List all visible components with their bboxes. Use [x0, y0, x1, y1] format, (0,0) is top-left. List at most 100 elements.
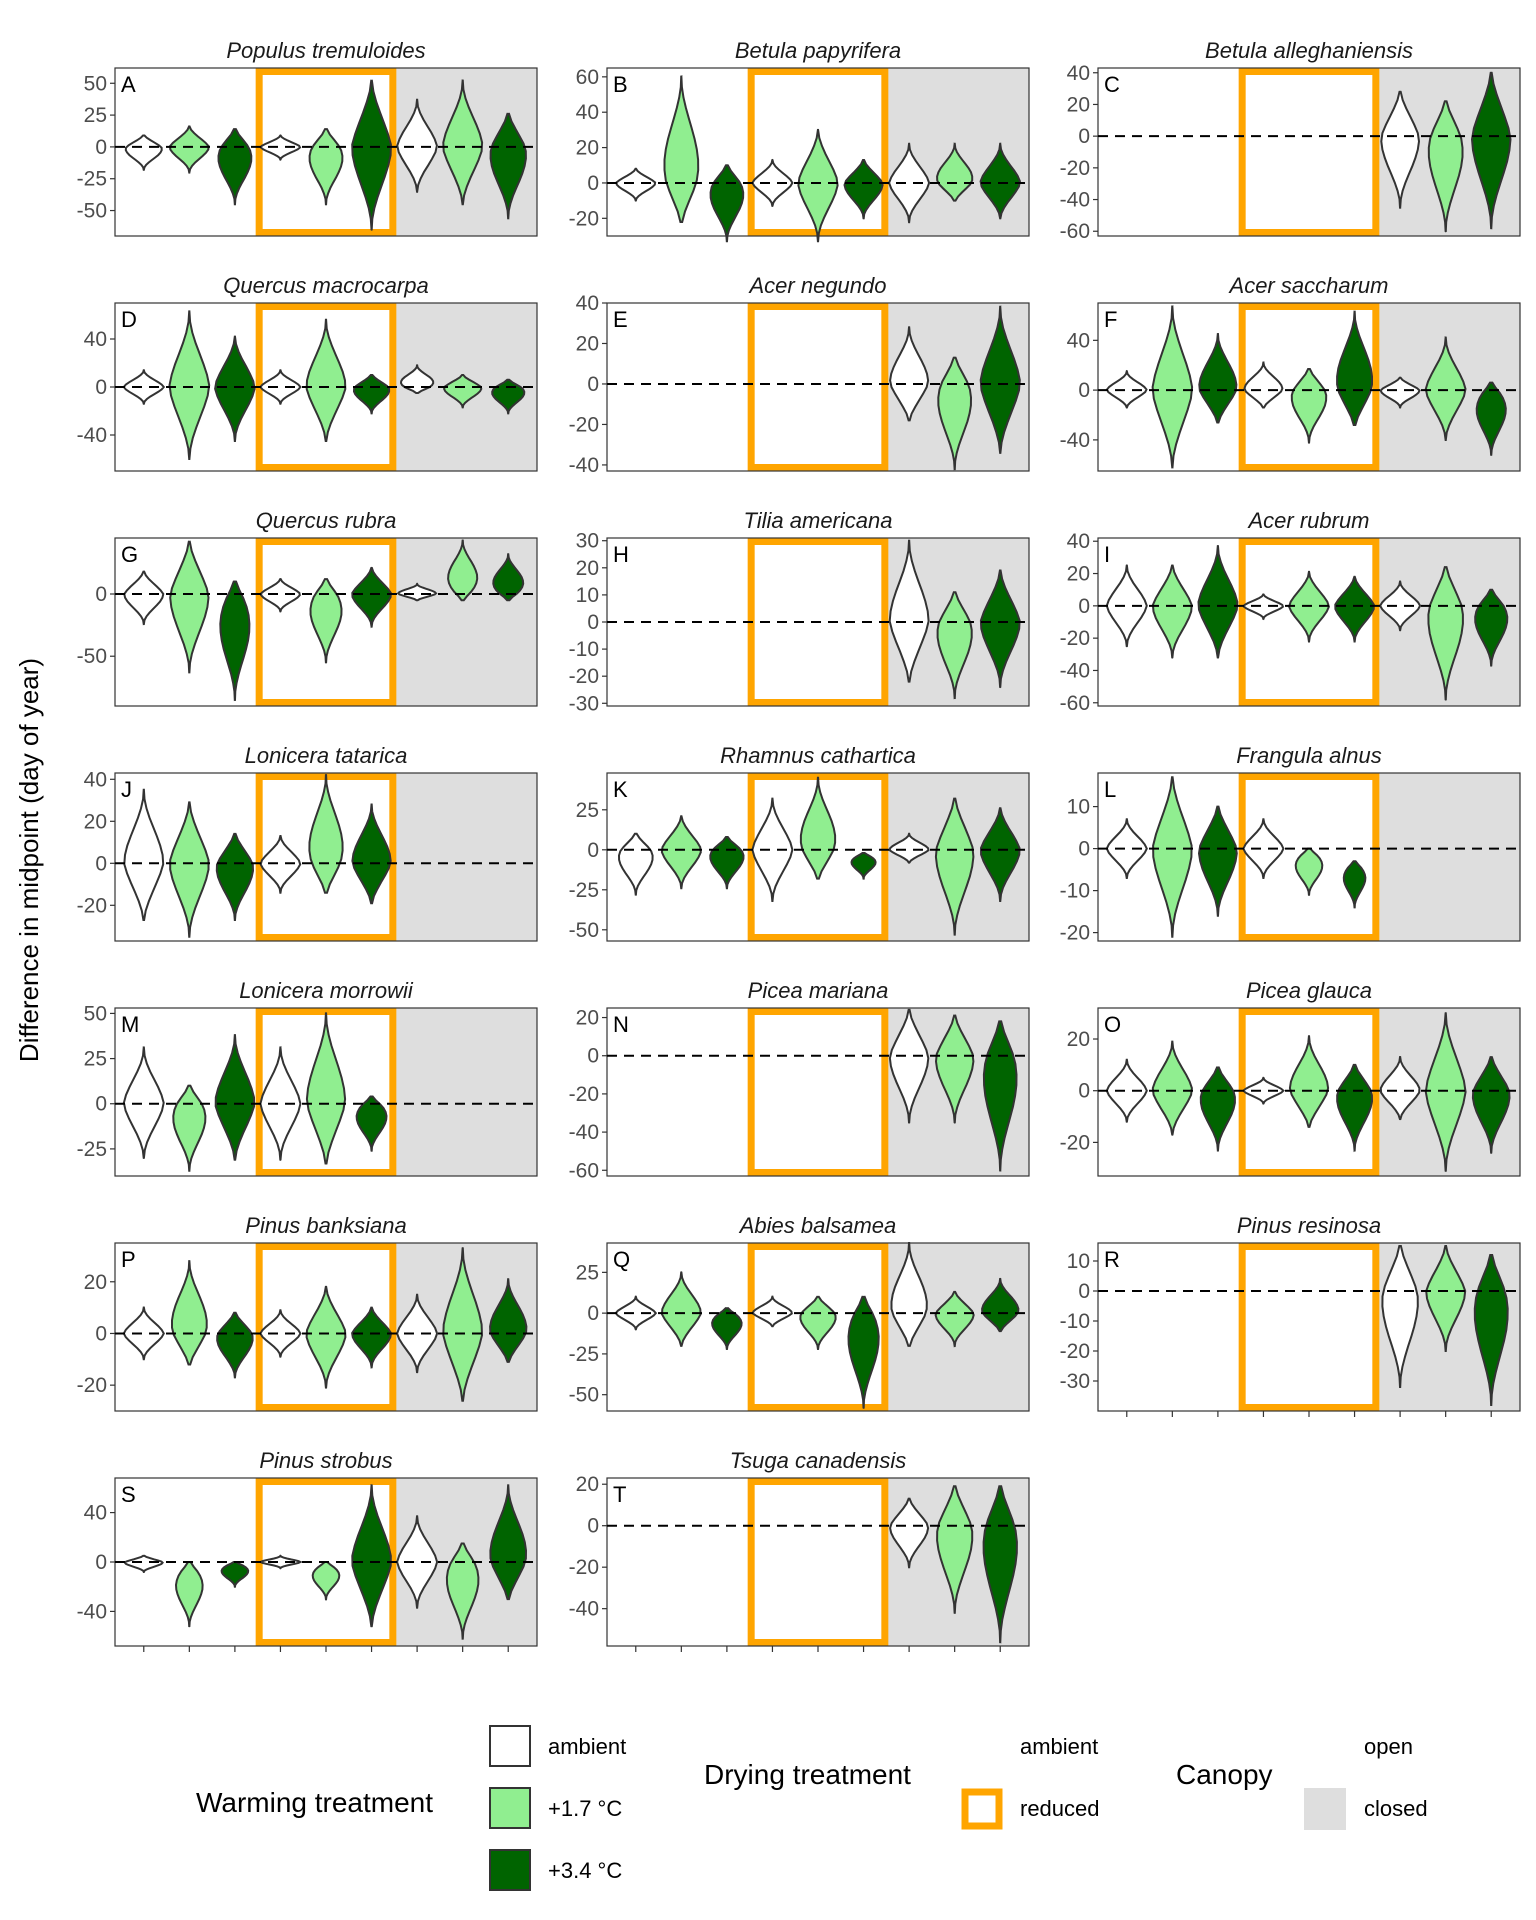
violin-P-5 [305, 1285, 347, 1389]
y-tick-label: -40 [569, 454, 599, 477]
violin-I-9 [1474, 588, 1509, 667]
violin-I-2 [1151, 564, 1193, 659]
y-tick-label: -50 [77, 645, 107, 668]
panel-N: 20 0 -20 -40 -60 Picea mariana N [569, 978, 1030, 1182]
panel-J: 40 20 0 -20 Lonicera tatarica J [77, 743, 538, 942]
panel-letter: T [613, 1482, 626, 1507]
violin-P-6 [351, 1306, 393, 1369]
y-tick-label: -50 [569, 919, 599, 942]
violin-N-7 [888, 1008, 930, 1124]
violin-G-5 [309, 578, 343, 664]
panel-title: Rhamnus cathartica [720, 743, 916, 768]
y-tick-label: -20 [1060, 627, 1090, 650]
legend-drying-reduced-label: reduced [1020, 1796, 1100, 1821]
panel-title: Betula alleghaniensis [1205, 38, 1413, 63]
violin-F-8 [1424, 336, 1467, 442]
y-tick-label: -50 [569, 1384, 599, 1407]
y-tick-label: -60 [569, 1159, 599, 1182]
legend-warming-34-label: +3.4 °C [548, 1858, 622, 1883]
violin-O-6 [1336, 1063, 1374, 1153]
y-tick-label: 20 [576, 332, 599, 355]
y-tick-label: 0 [587, 1045, 599, 1068]
violin-I-4 [1242, 593, 1285, 621]
panel-title: Pinus banksiana [245, 1213, 406, 1238]
panel-letter: F [1104, 307, 1117, 332]
closed-canopy-bg [390, 773, 537, 941]
legend-key-ambient [489, 1725, 531, 1767]
violin-K-1 [617, 832, 654, 896]
panel-letter: B [613, 72, 628, 97]
violin-B-1 [615, 167, 657, 202]
violin-S-4 [257, 1554, 303, 1570]
panel-border [606, 302, 1030, 472]
reduced-drying-box [1238, 1243, 1380, 1411]
violin-F-1 [1105, 369, 1148, 409]
violin-A-1 [124, 134, 163, 171]
violin-B-4 [751, 158, 794, 208]
violin-G-7 [396, 582, 438, 602]
panel-T: 20 0 -20 -40 Tsuga canadensis T [569, 1448, 1030, 1652]
violin-Q-8 [934, 1290, 975, 1348]
panel-O: 20 0 -20 Picea glauca O [1060, 978, 1521, 1177]
y-tick-label: -50 [77, 200, 107, 223]
y-tick-label: 0 [1078, 838, 1090, 861]
y-tick-label: 40 [1067, 62, 1090, 85]
y-tick-label: -20 [77, 894, 107, 917]
legend-key-warm17 [489, 1787, 531, 1829]
y-tick-label: 20 [84, 1271, 107, 1294]
violin-A-6 [351, 79, 392, 231]
panel-A: 50 25 0 -25 -50 Populus tremuloides A [77, 38, 538, 237]
panel-letter: O [1104, 1012, 1121, 1037]
panel-title: Tilia americana [744, 508, 893, 533]
y-tick-label: -20 [1060, 1340, 1090, 1363]
reduced-drying-box [1238, 773, 1380, 941]
panel-border [114, 772, 538, 942]
y-tick-label: 0 [95, 136, 107, 159]
panel-C: 40 20 0 -20 -40 -60 Betula alleghaniensis C [1060, 38, 1521, 243]
violin-Q-3 [711, 1307, 743, 1351]
violin-I-1 [1105, 564, 1148, 648]
violin-F-3 [1198, 332, 1238, 424]
violin-K-7 [888, 832, 930, 864]
violin-P-9 [489, 1278, 528, 1363]
violin-C-8 [1427, 100, 1464, 233]
violin-G-2 [169, 540, 210, 674]
panel-border [1097, 302, 1521, 472]
violin-G-4 [260, 578, 301, 613]
panel-title: Populus tremuloides [226, 38, 425, 63]
panel-border [606, 772, 1030, 942]
panel-letter: Q [613, 1247, 630, 1272]
panel-letter: H [613, 542, 629, 567]
violin-Q-5 [799, 1295, 837, 1351]
panel-title: Quercus rubra [256, 508, 397, 533]
violin-B-2 [663, 75, 700, 223]
panel-letter: C [1104, 72, 1120, 97]
violin-D-9 [491, 378, 526, 415]
violin-R-9 [1473, 1254, 1509, 1406]
y-tick-label: 0 [95, 583, 107, 606]
legend-warming-title: Warming treatment [196, 1787, 433, 1818]
violin-D-5 [305, 318, 347, 442]
violin-D-8 [443, 374, 483, 409]
legend-canopy-open-label: open [1364, 1734, 1413, 1759]
violin-G-9 [492, 553, 525, 602]
y-tick-label: 20 [576, 1007, 599, 1030]
panel-title: Lonicera tatarica [245, 743, 408, 768]
panel-border [606, 1007, 1030, 1177]
panel-border [1097, 67, 1521, 237]
reduced-drying-box [747, 303, 889, 471]
reduced-drying-box [747, 1008, 889, 1176]
violin-A-3 [217, 128, 253, 206]
y-tick-label: 20 [576, 557, 599, 580]
y-tick-label: -40 [77, 424, 107, 447]
violin-P-4 [259, 1309, 302, 1358]
y-tick-label: 25 [84, 1048, 107, 1071]
reduced-drying-box [747, 773, 889, 941]
panel-letter: S [121, 1482, 136, 1507]
y-tick-label: -40 [1060, 659, 1090, 682]
panel-title: Abies balsamea [738, 1213, 897, 1238]
violin-A-7 [396, 98, 438, 194]
violin-Q-4 [752, 1295, 793, 1328]
panel-letter: M [121, 1012, 139, 1037]
panel-title: Tsuga canadensis [730, 1448, 907, 1473]
